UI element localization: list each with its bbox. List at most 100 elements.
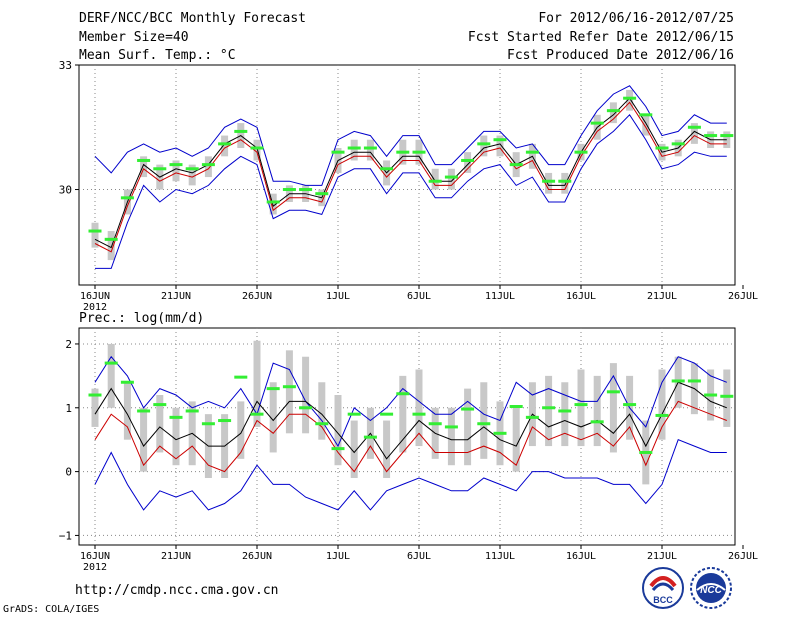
prec-spread-box xyxy=(383,420,391,478)
prec-spread-box xyxy=(140,407,148,472)
temp-observed-marker xyxy=(558,179,572,183)
prec-observed-marker xyxy=(590,420,604,424)
temp-observed-marker xyxy=(671,142,685,146)
prec-observed-marker xyxy=(704,393,718,397)
prec-observed-marker xyxy=(282,385,296,389)
prec-x-tick-label: 26JUN xyxy=(242,551,272,562)
temp-line-ensemble-mean xyxy=(94,97,727,249)
prec-y-tick-label: 1 xyxy=(65,402,72,415)
temp-spread-box xyxy=(172,160,180,182)
temp-y-tick-label: 30 xyxy=(59,184,72,197)
temp-spread-box xyxy=(626,89,634,111)
prec-observed-marker xyxy=(137,409,151,413)
bcc-logo: BCC xyxy=(642,567,684,609)
prec-observed-marker xyxy=(509,405,523,409)
temp-spread-box xyxy=(561,172,569,194)
prec-observed-marker xyxy=(525,415,539,419)
prec-x-year-label: 2012 xyxy=(83,562,107,573)
prec-observed-marker xyxy=(542,406,556,410)
temp-x-tick-label: 26JUN xyxy=(242,291,272,302)
temp-observed-marker xyxy=(639,113,653,117)
prec-observed-marker xyxy=(687,379,701,383)
prec-x-tick-label: 21JUL xyxy=(647,551,677,562)
prec-spread-box xyxy=(285,350,293,434)
produced-date-label: Fcst Produced Date 2012/06/16 xyxy=(507,48,734,63)
temp-observed-marker xyxy=(477,142,491,146)
temp-observed-marker xyxy=(347,146,361,150)
temp-observed-marker xyxy=(720,134,734,138)
prec-spread-box xyxy=(561,382,569,447)
prec-observed-marker xyxy=(201,422,215,426)
prec-spread-box xyxy=(723,369,731,427)
temp-x-tick-label: 1JUL xyxy=(326,291,350,302)
temp-observed-marker xyxy=(250,146,264,150)
prec-observed-marker xyxy=(250,412,264,416)
prec-spread-box xyxy=(253,340,261,427)
temperature-variable-label: Mean Surf. Temp.: °C xyxy=(79,48,236,63)
temp-observed-marker xyxy=(282,188,296,192)
prec-spread-box xyxy=(464,388,472,466)
precipitation-panel: 16JUN 21JUN 26JUN 1JUL 6JUL 11JUL 16JUL 21JUL 26… xyxy=(59,327,758,573)
prec-observed-marker xyxy=(412,412,426,416)
temp-spread-box xyxy=(91,222,99,248)
temp-observed-marker xyxy=(444,175,458,179)
temp-observed-marker xyxy=(88,229,102,233)
prec-observed-marker xyxy=(574,403,588,407)
temp-y-tick-label: 33 xyxy=(59,59,72,72)
prec-spread-box xyxy=(609,363,617,453)
temp-spread-box xyxy=(269,193,277,215)
temp-line-ensemble-max xyxy=(94,85,727,186)
temp-spread-box xyxy=(447,168,455,190)
prec-observed-marker xyxy=(120,380,134,384)
temp-observed-marker xyxy=(509,163,523,167)
prec-observed-marker xyxy=(153,403,167,407)
prec-spread-box xyxy=(399,375,407,453)
prec-y-tick-label: 2 xyxy=(65,338,72,351)
prec-spread-box xyxy=(350,420,358,478)
temp-observed-marker xyxy=(542,179,556,183)
temp-observed-marker xyxy=(655,146,669,150)
prec-observed-marker xyxy=(218,419,232,423)
prec-observed-marker xyxy=(266,387,280,391)
prec-observed-marker xyxy=(558,409,572,413)
prec-x-tick-label: 16JUN xyxy=(80,551,110,562)
temperature-panel: 16JUN 21JUN 26JUN 1JUL 6JUL 11JUL 16JUL 21JUL 26… xyxy=(59,59,758,313)
prec-spread-box xyxy=(172,407,180,466)
prec-observed-marker xyxy=(396,392,410,396)
prec-observed-marker xyxy=(639,450,653,454)
prec-spread-box xyxy=(577,369,585,447)
prec-x-tick-label: 16JUL xyxy=(566,551,596,562)
prec-observed-marker xyxy=(606,390,620,394)
ncc-logo: NCC xyxy=(690,567,732,609)
temp-observed-marker xyxy=(428,179,442,183)
temp-observed-marker xyxy=(525,150,539,154)
prec-spread-box xyxy=(156,395,164,453)
temp-observed-marker xyxy=(185,167,199,171)
temp-observed-marker xyxy=(623,96,637,100)
prec-spread-box xyxy=(658,369,666,440)
temp-x-tick-label: 6JUL xyxy=(407,291,431,302)
prec-observed-marker xyxy=(363,435,377,439)
temp-spread-box xyxy=(107,231,115,261)
temp-observed-marker xyxy=(104,237,118,241)
prec-x-tick-label: 6JUL xyxy=(407,551,431,562)
prec-spread-box xyxy=(302,356,310,434)
temp-observed-marker xyxy=(120,196,134,200)
temp-frame xyxy=(78,64,736,286)
temp-observed-marker xyxy=(380,167,394,171)
prec-line-median xyxy=(94,400,727,473)
prec-observed-marker xyxy=(444,425,458,429)
prec-line-ensemble-min xyxy=(94,439,727,511)
prec-spread-box xyxy=(480,382,488,459)
temp-observed-marker xyxy=(687,125,701,129)
temp-x-year-label: 2012 xyxy=(83,302,107,313)
prec-x-tick-label: 21JUN xyxy=(161,551,191,562)
prec-observed-marker xyxy=(88,393,102,397)
temp-x-tick-label: 16JUL xyxy=(566,291,596,302)
start-date-label: Fcst Started Refer Date 2012/06/15 xyxy=(467,30,734,45)
prec-line-ensemble-max xyxy=(94,355,727,448)
bcc-logo-text: BCC xyxy=(653,595,673,605)
prec-spread-box xyxy=(447,407,455,466)
temp-observed-marker xyxy=(201,163,215,167)
prec-observed-marker xyxy=(461,407,475,411)
